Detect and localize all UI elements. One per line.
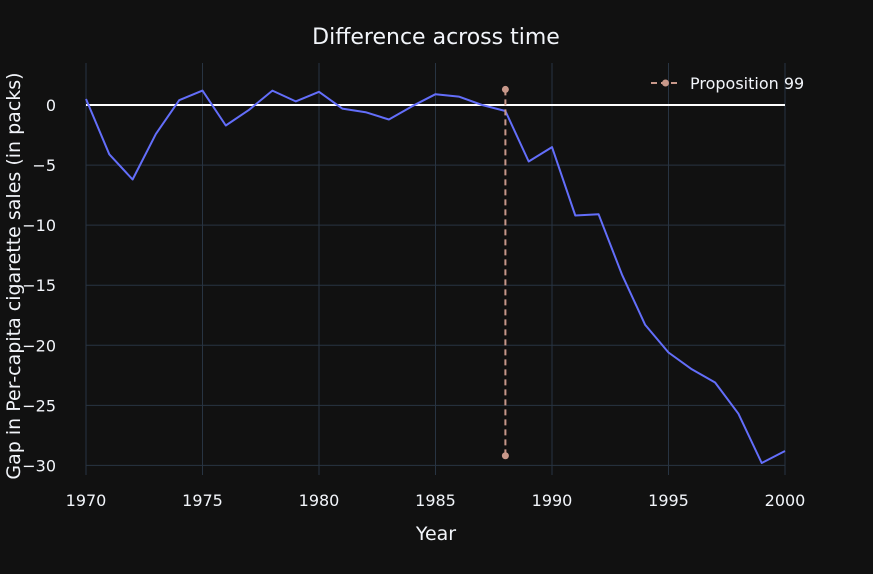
y-tick-label: −10 — [22, 216, 56, 235]
x-tick-label: 1980 — [299, 491, 340, 510]
x-tick-label: 1970 — [66, 491, 107, 510]
x-tick-label: 1995 — [648, 491, 689, 510]
gap-series-line — [85, 89, 786, 464]
y-tick-label: −20 — [22, 336, 56, 355]
x-tick-label: 1985 — [415, 491, 456, 510]
x-tick-label: 1975 — [182, 491, 223, 510]
legend-marker — [662, 79, 669, 87]
x-axis-title: Year — [415, 523, 456, 545]
tick-layer: 1970 1975 1980 1985 1990 1995 2000 0 −5 −10 −15 −20… — [22, 96, 805, 510]
proposition-99-marker — [501, 452, 509, 460]
y-tick-label: −5 — [32, 156, 56, 175]
legend-label-proposition-99: Proposition 99 — [690, 74, 804, 93]
y-axis-title: Gap in Per-capita cigarette sales (in pa… — [3, 72, 25, 479]
y-tick-label: −25 — [22, 396, 56, 415]
legend[interactable]: Proposition 99 — [651, 74, 804, 93]
x-tick-label: 2000 — [765, 491, 806, 510]
proposition-99-marker — [501, 85, 509, 93]
y-tick-label: 0 — [46, 96, 56, 115]
y-tick-label: −30 — [22, 456, 56, 475]
series-layer — [85, 85, 786, 464]
x-tick-label: 1990 — [532, 491, 573, 510]
chart-title: Difference across time — [312, 25, 560, 50]
grid — [85, 63, 786, 475]
y-tick-label: −15 — [22, 276, 56, 295]
